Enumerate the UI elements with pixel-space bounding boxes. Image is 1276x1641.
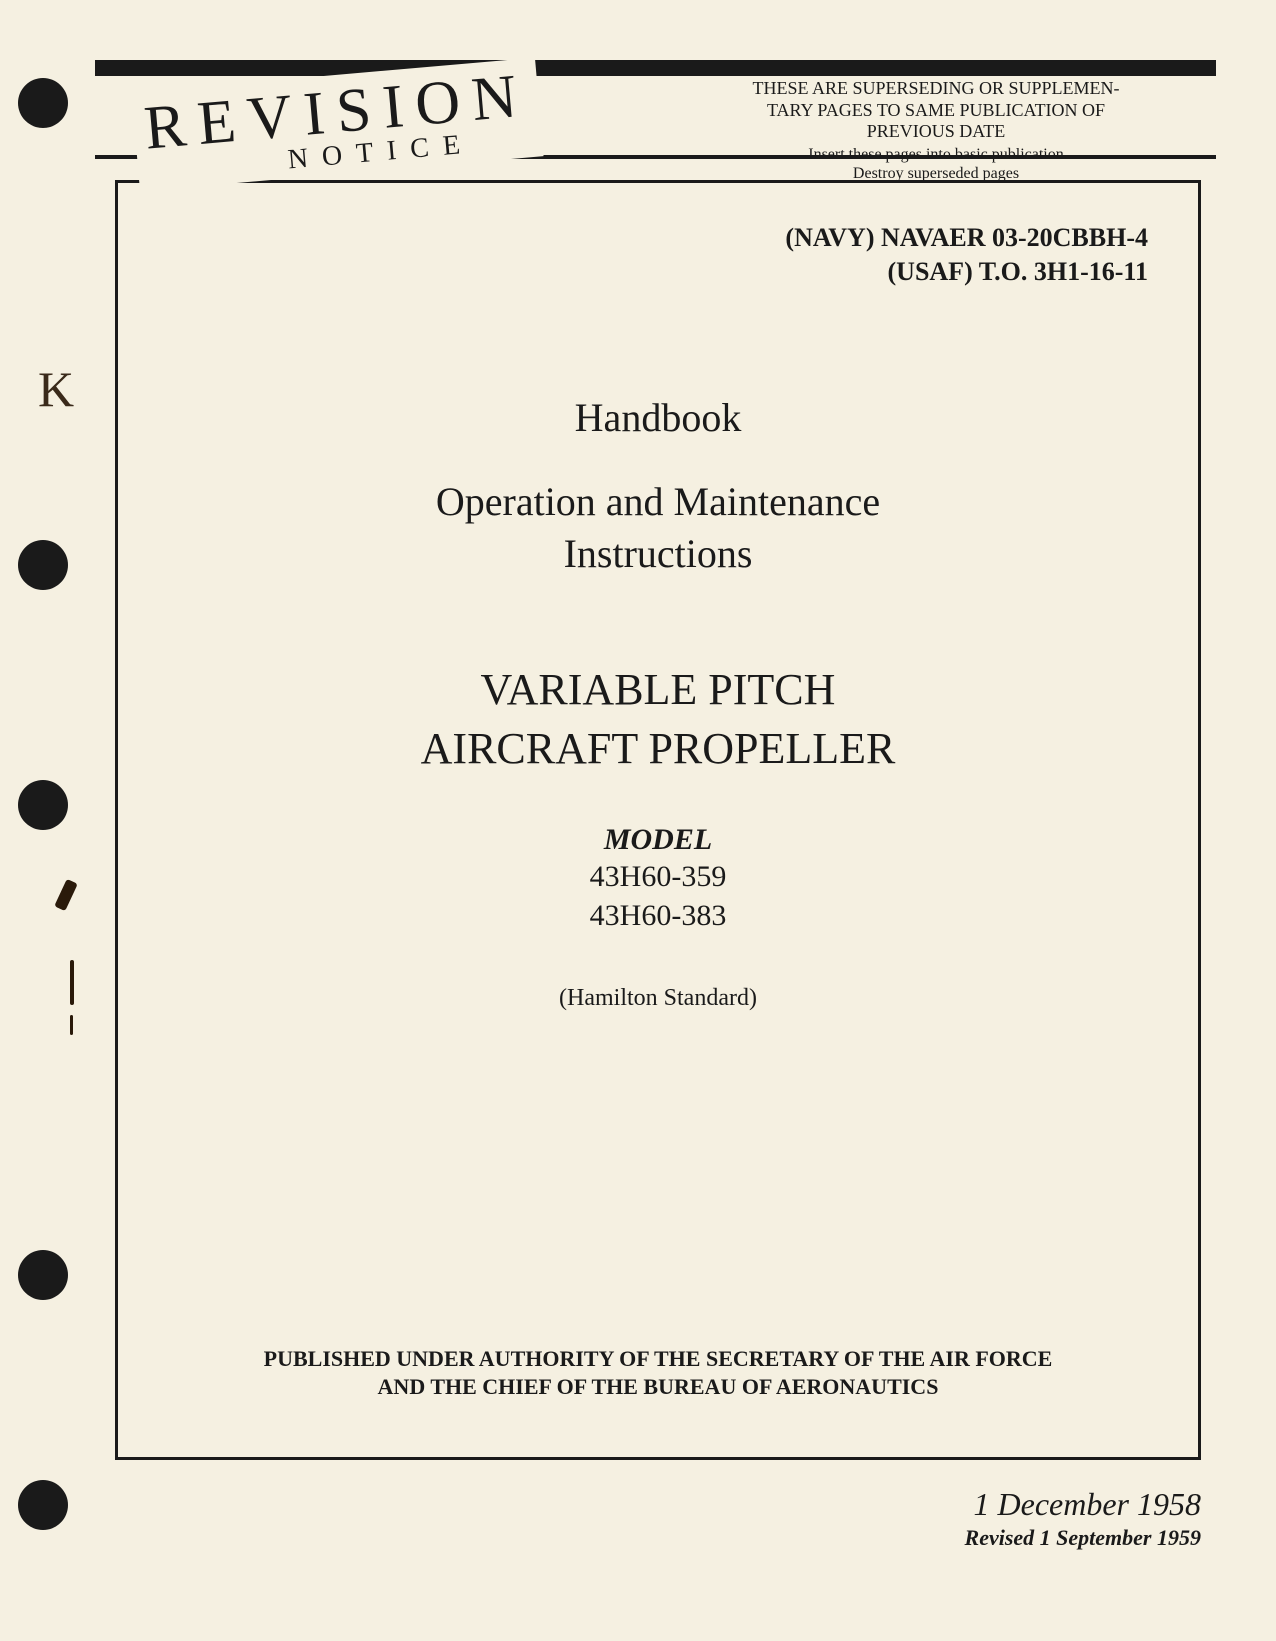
revision-notice-stamp: REVISION NOTICE <box>131 58 543 192</box>
ink-mark <box>70 960 74 1005</box>
main-title-line: VARIABLE PITCH <box>168 660 1148 719</box>
ops-line: Instructions <box>168 528 1148 580</box>
ink-mark <box>54 879 78 911</box>
model-section: MODEL 43H60-359 43H60-383 <box>168 823 1148 935</box>
handbook-label: Handbook <box>168 394 1148 441</box>
main-title-line: AIRCRAFT PROPELLER <box>168 719 1148 778</box>
main-frame: (NAVY) NAVAER 03-20CBBH-4 (USAF) T.O. 3H… <box>115 180 1201 1460</box>
hole-punch <box>18 540 68 590</box>
document-numbers: (NAVY) NAVAER 03-20CBBH-4 (USAF) T.O. 3H… <box>168 221 1148 289</box>
model-label: MODEL <box>168 823 1148 857</box>
usaf-doc-number: (USAF) T.O. 3H1-16-11 <box>168 255 1148 289</box>
hole-punch <box>18 1250 68 1300</box>
navy-doc-number: (NAVY) NAVAER 03-20CBBH-4 <box>168 221 1148 255</box>
publication-date: 1 December 1958 <box>965 1486 1201 1523</box>
manufacturer: (Hamilton Standard) <box>168 985 1148 1012</box>
authority-line: AND THE CHIEF OF THE BUREAU OF AERONAUTI… <box>168 1373 1148 1402</box>
supersede-line: TARY PAGES TO SAME PUBLICATION OF <box>666 100 1206 122</box>
hole-punch <box>18 1480 68 1530</box>
ink-mark: K <box>38 360 74 418</box>
supersede-notice: THESE ARE SUPERSEDING OR SUPPLEMEN- TARY… <box>666 78 1206 183</box>
hole-punch <box>18 780 68 830</box>
supersede-line: THESE ARE SUPERSEDING OR SUPPLEMEN- <box>666 78 1206 100</box>
ops-line: Operation and Maintenance <box>168 476 1148 528</box>
model-number: 43H60-359 <box>168 857 1148 896</box>
handbook-titles: Handbook Operation and Maintenance Instr… <box>168 394 1148 580</box>
authority-line: PUBLISHED UNDER AUTHORITY OF THE SECRETA… <box>168 1345 1148 1374</box>
page-container: K REVISION NOTICE THESE ARE SUPERSEDING … <box>0 0 1276 1641</box>
ink-mark <box>70 1015 73 1035</box>
header-bar-thick <box>95 60 1216 76</box>
revision-date: Revised 1 September 1959 <box>965 1525 1201 1551</box>
model-number: 43H60-383 <box>168 896 1148 935</box>
main-title: VARIABLE PITCH AIRCRAFT PROPELLER <box>168 660 1148 779</box>
date-section: 1 December 1958 Revised 1 September 1959 <box>965 1486 1201 1551</box>
supersede-line: PREVIOUS DATE <box>666 121 1206 143</box>
operation-maintenance-title: Operation and Maintenance Instructions <box>168 476 1148 580</box>
hole-punch <box>18 78 68 128</box>
publication-authority: PUBLISHED UNDER AUTHORITY OF THE SECRETA… <box>168 1345 1148 1402</box>
